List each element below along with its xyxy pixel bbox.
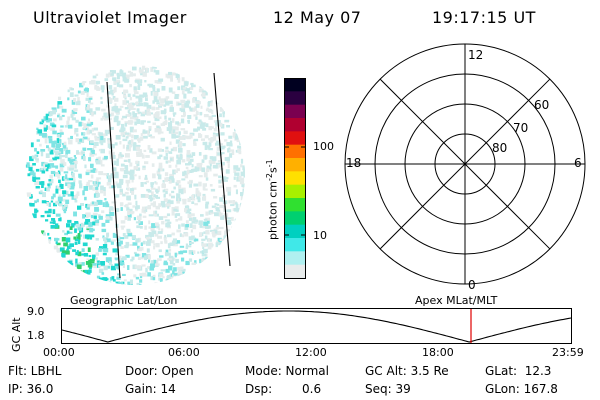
colorbar-band — [285, 198, 305, 212]
geographic-latitude-readout: GLat: 12.3 — [485, 364, 552, 378]
observation-time: 19:17:15 UT — [432, 8, 536, 27]
colorbar — [284, 78, 306, 279]
instrument-title: Ultraviolet Imager — [33, 8, 187, 27]
ip-readout: IP: 36.0 — [8, 382, 54, 396]
colorbar-band — [285, 251, 305, 266]
colorbar-band — [285, 264, 305, 279]
dsp-label: Dsp: — [245, 382, 273, 396]
mlt-label-18: 18 — [346, 156, 361, 170]
colorbar-band — [285, 238, 305, 252]
colorbar-band — [285, 91, 305, 106]
gain-readout: Gain: 14 — [125, 382, 176, 396]
colorbar-band — [285, 171, 305, 186]
colorbar-band — [285, 211, 305, 226]
filter-readout: Flt: LBHL — [8, 364, 62, 378]
time-tick-0600: 06:00 — [168, 346, 200, 359]
altitude-curve — [61, 310, 572, 343]
time-tick-1800: 18:00 — [422, 346, 454, 359]
colorbar-unit-label: photon cm-2s-1 — [265, 159, 280, 240]
altitude-tick-low: 1.8 — [27, 329, 45, 342]
apex-grid-label: Apex MLat/MLT — [415, 294, 498, 307]
altitude-plot-frame — [61, 308, 572, 344]
auroral-image — [25, 65, 245, 285]
time-tick-1200: 12:00 — [295, 346, 327, 359]
polar-grid: 12 0 18 6 60 70 80 — [344, 43, 586, 292]
altitude-plot — [61, 308, 572, 344]
geographic-longitude-line — [106, 81, 121, 279]
mlat-label-70: 70 — [513, 121, 528, 135]
colorbar-band — [285, 118, 305, 132]
colorbar-band — [285, 78, 305, 92]
mlat-label-60: 60 — [534, 98, 549, 112]
observation-date: 12 May 07 — [273, 8, 362, 27]
colorbar-band — [285, 158, 305, 172]
diagonal-meridian — [379, 78, 551, 250]
gc-altitude-readout: GC Alt: 3.5 Re — [365, 364, 449, 378]
colorbar-band — [285, 224, 305, 239]
colorbar-band — [285, 144, 305, 159]
mlat-label-80: 80 — [492, 141, 507, 155]
colorbar-band — [285, 104, 305, 119]
colorbar-tick-10: 10 — [313, 229, 327, 242]
mlt-label-6: 6 — [574, 156, 582, 170]
sequence-readout: Seq: 39 — [365, 382, 411, 396]
geographic-longitude-line — [213, 72, 231, 267]
time-tick-0000: 00:00 — [43, 346, 75, 359]
time-tick-2359: 23:59 — [552, 346, 584, 359]
dsp-value: 0.6 — [302, 382, 322, 396]
geographic-grid-label: Geographic Lat/Lon — [70, 294, 178, 307]
auroral-emission-pixels — [25, 65, 245, 285]
mlt-label-12: 12 — [468, 48, 483, 62]
altitude-tick-high: 9.0 — [27, 305, 45, 318]
mlt-label-0: 0 — [468, 278, 476, 292]
geographic-longitude-readout: GLon: 167.8 — [485, 382, 558, 396]
colorbar-band — [285, 131, 305, 146]
colorbar-tick-100: 100 — [313, 140, 334, 153]
altitude-axis-title: GC Alt — [10, 317, 23, 352]
mode-readout: Mode: Normal — [245, 364, 329, 378]
colorbar-band — [285, 184, 305, 199]
door-readout: Door: Open — [125, 364, 194, 378]
